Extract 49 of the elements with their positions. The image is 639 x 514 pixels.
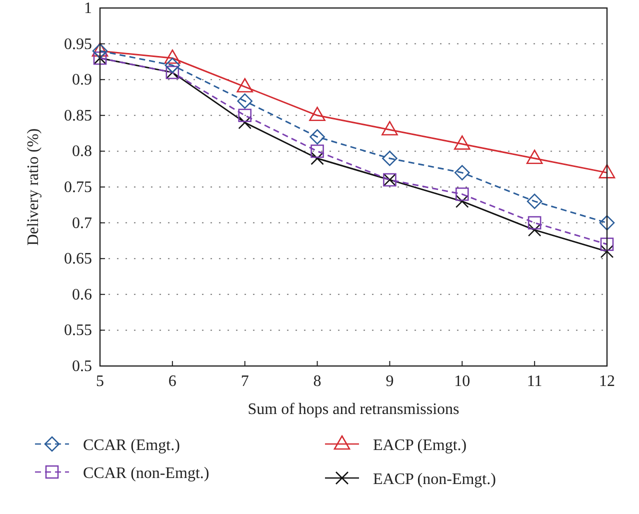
- x-tick-label: 6: [168, 373, 176, 390]
- x-axis-title: Sum of hops and retransmissions: [248, 401, 460, 418]
- point: [310, 152, 324, 166]
- point: [454, 165, 470, 180]
- point: [455, 188, 469, 201]
- point: [599, 215, 615, 230]
- y-tick-label: 0.85: [64, 107, 92, 124]
- y-tick-label: 0.55: [64, 322, 92, 340]
- y-tick-label: 0.8: [72, 143, 92, 160]
- point: [455, 194, 469, 208]
- x-tick-label: 5: [96, 373, 104, 390]
- x-tick-label: 10: [454, 373, 470, 390]
- y-tick-label: 1: [84, 0, 92, 17]
- point: [310, 129, 325, 145]
- y-axis-title: Delivery ratio (%): [25, 128, 42, 246]
- point: [526, 150, 543, 164]
- point: [164, 49, 181, 64]
- point: [309, 106, 326, 122]
- point: [238, 116, 252, 130]
- point: [598, 164, 616, 178]
- point: [382, 150, 398, 166]
- point: [236, 78, 254, 92]
- x-tick-label: 8: [313, 373, 322, 390]
- x-tick-label: 12: [599, 373, 615, 390]
- y-tick-label: 0.75: [64, 179, 92, 196]
- point: [310, 144, 324, 158]
- legend-label: CCAR (non-Emgt.): [83, 465, 210, 482]
- point: [454, 135, 470, 150]
- legend-label: EACP (non-Emgt.): [373, 471, 496, 488]
- point: [238, 108, 252, 122]
- point: [164, 58, 180, 73]
- legend-label: EACP (Emgt.): [373, 437, 467, 454]
- y-tick-label: 0.7: [72, 214, 92, 232]
- x-tick-label: 9: [386, 373, 394, 390]
- point: [382, 121, 398, 136]
- legend-label: CCAR (Emgt.): [83, 437, 180, 454]
- point: [528, 216, 542, 230]
- point: [600, 244, 614, 258]
- y-tick-label: 0.95: [64, 36, 92, 53]
- x-tick-label: 7: [240, 373, 249, 390]
- point: [528, 223, 542, 237]
- point: [237, 93, 253, 109]
- point: [600, 238, 614, 251]
- y-tick-label: 0.9: [72, 72, 92, 89]
- y-tick-label: 0.6: [72, 286, 92, 304]
- y-tick-label: 0.65: [64, 250, 92, 268]
- x-tick-label: 11: [526, 373, 542, 390]
- y-tick-label: 0.5: [72, 358, 92, 375]
- point: [526, 194, 542, 209]
